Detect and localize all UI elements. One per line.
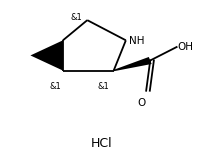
Text: OH: OH — [177, 42, 193, 52]
Text: O: O — [136, 98, 144, 108]
Text: &1: &1 — [50, 82, 61, 91]
Polygon shape — [113, 57, 151, 71]
Text: NH: NH — [128, 36, 144, 46]
Text: HCl: HCl — [90, 137, 112, 150]
Text: &1: &1 — [70, 13, 81, 22]
Text: &1: &1 — [97, 82, 109, 91]
Polygon shape — [30, 40, 63, 71]
